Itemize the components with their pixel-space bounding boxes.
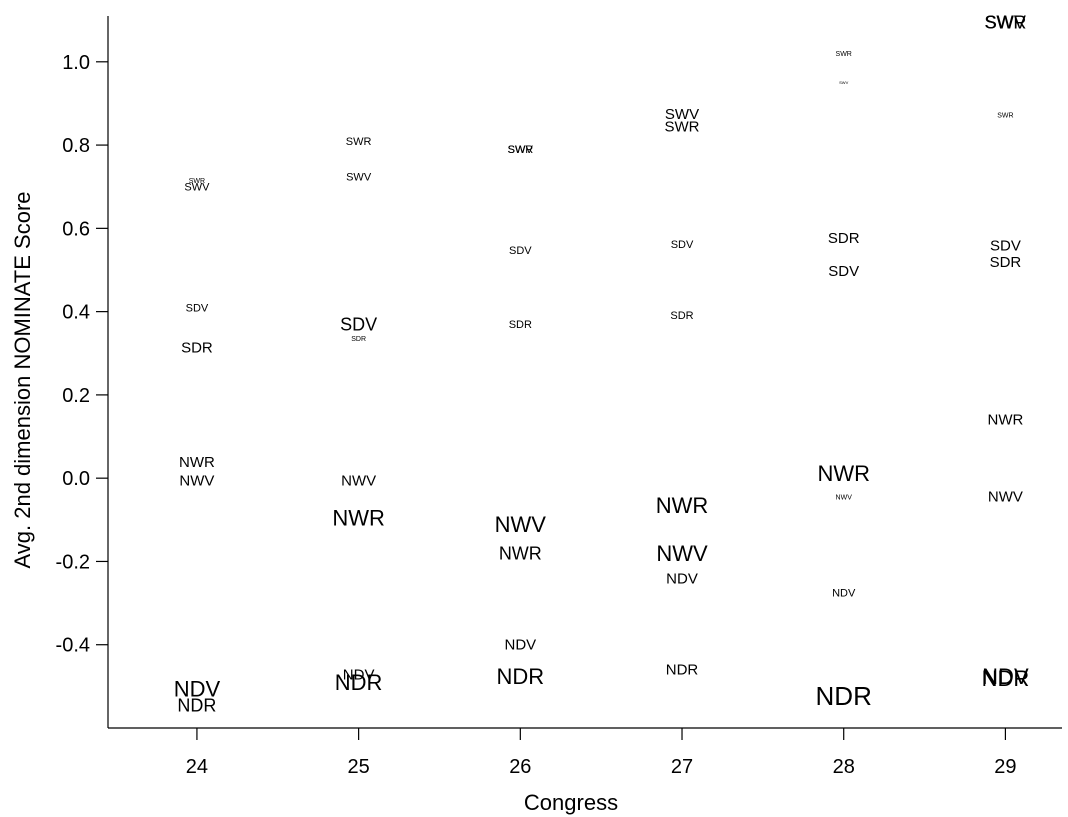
data-point-swr: SWR bbox=[836, 51, 852, 58]
data-point-ndr: NDR bbox=[177, 696, 216, 716]
y-tick-label: -0.2 bbox=[56, 551, 90, 573]
data-point-swr: SWR bbox=[665, 119, 700, 136]
data-point-ndv: NDV bbox=[343, 666, 375, 683]
data-point-swr: SWR bbox=[507, 144, 533, 156]
data-point-swr: SWR bbox=[346, 136, 372, 148]
data-point-ndr: NDR bbox=[496, 664, 544, 689]
y-tick-label: 0.6 bbox=[62, 218, 90, 240]
data-point-swr: SWR bbox=[189, 178, 205, 185]
data-point-ndr: NDR bbox=[816, 681, 872, 711]
data-point-nwv: NWV bbox=[988, 488, 1023, 505]
data-point-swv: SWV bbox=[508, 144, 534, 156]
y-tick-label: 0.8 bbox=[62, 135, 90, 157]
axes bbox=[107, 16, 1062, 729]
data-point-swr: SWR bbox=[984, 13, 1026, 33]
y-tick-label: -0.4 bbox=[56, 635, 90, 657]
data-point-nwv: NWV bbox=[656, 541, 708, 566]
data-point-sdr: SDR bbox=[351, 336, 366, 343]
data-point-nwr: NWR bbox=[179, 454, 215, 471]
x-tick-label: 28 bbox=[833, 756, 855, 778]
data-point-ndv: NDV bbox=[504, 636, 536, 653]
data-point-nwr: NWR bbox=[332, 506, 385, 531]
data-point-sdv: SDV bbox=[509, 245, 532, 257]
x-tick-label: 29 bbox=[994, 756, 1016, 778]
y-axis-title: Avg. 2nd dimension NOMINATE Score bbox=[10, 191, 35, 568]
data-point-sdr: SDR bbox=[181, 339, 213, 356]
y-tick-label: 0.4 bbox=[62, 302, 90, 324]
x-tick-label: 26 bbox=[509, 756, 531, 778]
data-point-sdr: SDR bbox=[828, 230, 860, 247]
data-point-nwr: NWR bbox=[656, 493, 709, 518]
data-point-nwr: NWR bbox=[817, 461, 870, 486]
data-point-sdr: SDR bbox=[990, 254, 1022, 271]
data-point-nwr: NWR bbox=[499, 544, 542, 564]
data-point-ndv: NDV bbox=[832, 588, 856, 600]
data-point-nwv: NWV bbox=[836, 494, 853, 501]
data-point-ndr: NDR bbox=[666, 661, 699, 678]
y-tick-label: 1.0 bbox=[62, 52, 90, 74]
data-point-nwv: NWV bbox=[341, 473, 376, 490]
data-point-ndr: NDR bbox=[335, 670, 383, 695]
data-point-swv: SWV bbox=[665, 106, 699, 123]
data-point-ndr: NDR bbox=[982, 666, 1030, 691]
x-tick-label: 24 bbox=[186, 756, 208, 778]
x-tick-label: 27 bbox=[671, 756, 693, 778]
data-point-swv: SWV bbox=[839, 80, 848, 85]
data-point-ndv: NDV bbox=[174, 676, 221, 701]
data-point-sdv: SDV bbox=[828, 263, 859, 280]
x-axis-ticks: 24 25 26 27 28 29 bbox=[186, 728, 1017, 778]
data-point-sdr: SDR bbox=[670, 310, 693, 322]
data-points: SWRSWVSDVSDRNWRNWVNDVNDRSWRSWVSDVSDRNWVN… bbox=[174, 13, 1030, 716]
data-point-sdv: SDV bbox=[340, 315, 377, 335]
data-point-nwv: NWV bbox=[495, 512, 547, 537]
x-tick-label: 25 bbox=[348, 756, 370, 778]
data-point-sdv: SDV bbox=[671, 239, 694, 251]
data-point-nwr: NWR bbox=[987, 411, 1023, 428]
data-point-sdv: SDV bbox=[186, 302, 209, 314]
data-point-swv: SWV bbox=[184, 182, 210, 194]
y-axis-ticks: -0.4 -0.2 0.0 0.2 0.4 0.6 0.8 1.0 bbox=[56, 52, 108, 657]
data-point-ndv: NDV bbox=[666, 571, 698, 588]
y-tick-label: 0.0 bbox=[62, 468, 90, 490]
data-point-swv: SWV bbox=[346, 171, 372, 183]
data-point-nwv: NWV bbox=[179, 473, 214, 490]
data-point-sdv: SDV bbox=[990, 237, 1021, 254]
data-point-swv: SWV bbox=[985, 13, 1026, 33]
y-tick-label: 0.2 bbox=[62, 385, 90, 407]
data-point-swr: SWR bbox=[997, 113, 1013, 120]
data-point-sdr: SDR bbox=[509, 319, 532, 331]
x-axis-title: Congress bbox=[524, 790, 618, 815]
data-point-ndv: NDV bbox=[982, 664, 1029, 689]
